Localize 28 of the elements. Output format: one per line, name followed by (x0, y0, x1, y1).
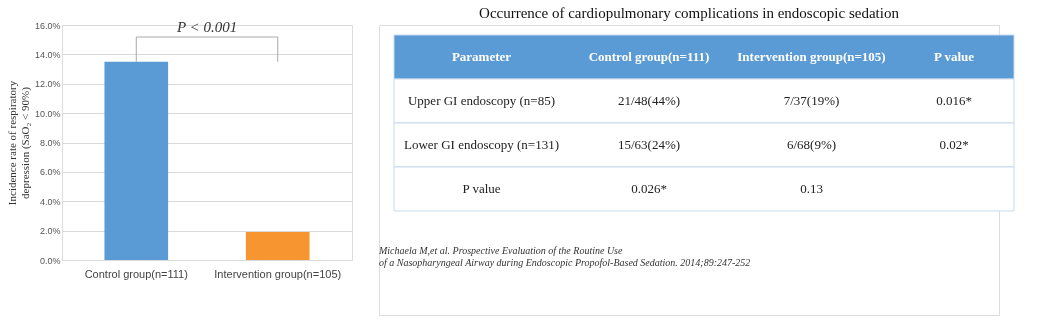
text: 7/37(19%) (783, 93, 840, 108)
text: 0.026* (631, 181, 667, 196)
text: 15/63(24%) (617, 137, 681, 152)
text: Michaela M,et al. Prospective Evaluation of the Routine Use of a Nasopharyngeal Airway during Endoscopic Propofol-Based Sedation. 2014;89:247-252 (378, 245, 751, 268)
text: 0.02* (939, 137, 969, 152)
text: 21/48(44%) (617, 93, 681, 108)
y-tick-label: 10.0% (34, 108, 61, 119)
text: P value (462, 181, 501, 196)
y-tick-label: 8.0% (39, 138, 61, 148)
y-tick-label: 14.0% (34, 49, 61, 60)
text: 0.016* (936, 93, 972, 108)
y-tick-label: 2.0% (39, 226, 61, 237)
text: 6/68(9%) (786, 137, 837, 152)
y-tick-label: 0.0% (39, 255, 61, 266)
y-tick-label: 4.0% (39, 196, 61, 207)
y-tick-label: 16.0% (34, 20, 61, 31)
text: Upper GI endoscopy (n=85) (407, 93, 556, 108)
y-axis-title: Incidence rate of respiratory depression (SaO₂ < 90%) (5, 80, 32, 206)
text: P value (933, 49, 975, 64)
text: Lower GI endoscopy (n=131) (404, 137, 559, 152)
annotation: P < 0.001 (175, 19, 238, 35)
text: 0.13 (800, 181, 823, 196)
y-tick-label: 6.0% (39, 167, 61, 178)
text: Occurrence of cardiopulmonary complications in endoscopic sedation (479, 5, 900, 21)
y-tick-label: 12.0% (34, 79, 61, 90)
text: Parameter (451, 49, 512, 64)
text: Intervention group(n=105) (737, 49, 886, 64)
text: Control group(n=111) (588, 49, 710, 64)
